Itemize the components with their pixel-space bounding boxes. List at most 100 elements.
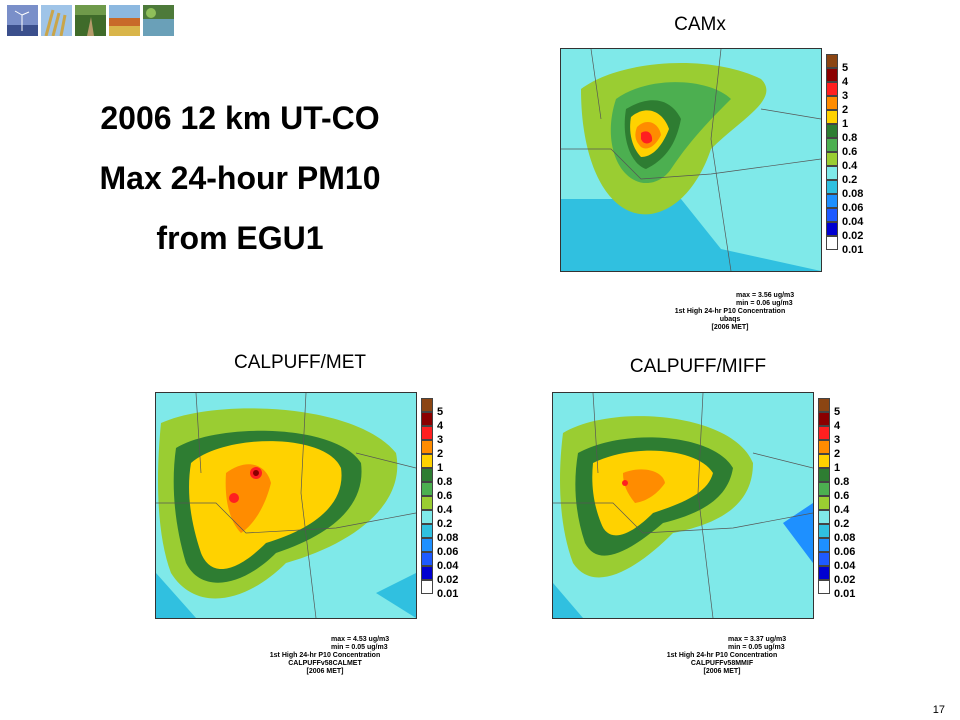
calpuff-met-title: CALPUFF/MET bbox=[234, 352, 366, 373]
calpuff-miff-legend-label-0: 5 bbox=[834, 406, 841, 418]
calpuff-miff-plume bbox=[553, 393, 813, 618]
camx-legend-swatch-1 bbox=[826, 68, 838, 82]
calpuff-met-legend-swatch-13 bbox=[421, 580, 433, 594]
calpuff-miff-legend-label-8: 0.2 bbox=[834, 518, 850, 530]
wind-turbines-thumb bbox=[7, 5, 38, 36]
camx-caption-2: ubaqs bbox=[719, 316, 741, 323]
calpuff-met-legend-label-9: 0.08 bbox=[437, 532, 459, 544]
calpuff-miff-legend-label-1: 4 bbox=[834, 420, 841, 432]
camx-caption-1: 1st High 24-hr P10 Concentration bbox=[674, 308, 786, 315]
calpuff-met-map bbox=[155, 392, 417, 619]
calpuff-miff-legend-swatch-1 bbox=[818, 412, 830, 426]
camx-legend-swatch-6 bbox=[826, 138, 838, 152]
camx-legend-label-5: 0.8 bbox=[842, 132, 858, 144]
calpuff-miff-legend-swatch-6 bbox=[818, 482, 830, 496]
calpuff-met-legend-label-11: 0.04 bbox=[437, 560, 459, 572]
calpuff-met-legend-swatch-2 bbox=[421, 426, 433, 440]
title-line-2: Max 24-hour PM10 bbox=[99, 160, 381, 196]
camx-plume bbox=[561, 49, 821, 271]
calpuff-met-legend-swatch-0 bbox=[421, 398, 433, 412]
calpuff-miff-legend-label-13: 0.01 bbox=[834, 588, 856, 600]
calpuff-miff-legend-swatch-5 bbox=[818, 468, 830, 482]
calpuff-miff-footer: max = 3.37 ug/m3 min = 0.05 ug/m3 1st Hi… bbox=[632, 636, 812, 676]
camx-legend-label-9: 0.08 bbox=[842, 188, 864, 200]
calpuff-met-legend-swatch-8 bbox=[421, 510, 433, 524]
calpuff-miff-legend-swatch-8 bbox=[818, 510, 830, 524]
calpuff-miff-legend-swatch-0 bbox=[818, 398, 830, 412]
camx-legend-label-1: 4 bbox=[842, 76, 849, 88]
camx-legend-swatch-5 bbox=[826, 124, 838, 138]
calpuff-miff-legend-label-6: 0.6 bbox=[834, 490, 850, 502]
lake-thumb bbox=[143, 5, 174, 36]
calpuff-miff-legend-swatch-2 bbox=[818, 426, 830, 440]
page-number: 17 bbox=[932, 704, 945, 716]
camx-legend-label-7: 0.4 bbox=[842, 160, 858, 172]
calpuff-met-legend-label-7: 0.4 bbox=[437, 504, 453, 516]
title-line-1: 2006 12 km UT-CO bbox=[100, 100, 380, 136]
calpuff-met-legend-label-12: 0.02 bbox=[437, 574, 459, 586]
calpuff-miff-legend-label-5: 0.8 bbox=[834, 476, 850, 488]
calpuff-met-legend-swatch-4 bbox=[421, 454, 433, 468]
camx-legend-label-8: 0.2 bbox=[842, 174, 858, 186]
calpuff-miff-legend-label-3: 2 bbox=[834, 448, 841, 460]
camx-legend-swatch-3 bbox=[826, 96, 838, 110]
calpuff-miff-legend-label-4: 1 bbox=[834, 462, 841, 474]
calpuff-miff-legend-label-11: 0.04 bbox=[834, 560, 856, 572]
calpuff-miff-legend-label-12: 0.02 bbox=[834, 574, 856, 586]
camx-legend-swatch-12 bbox=[826, 222, 838, 236]
calpuff-miff-legend-swatch-11 bbox=[818, 552, 830, 566]
calpuff-miff-title: CALPUFF/MIFF bbox=[629, 356, 767, 377]
camx-legend: 5 4 3 2 1 0.8 0.6 0.4 0.2 0.08 0.06 0.04 0.02 0.01 bbox=[826, 54, 866, 256]
camx-legend-label-10: 0.06 bbox=[842, 202, 864, 214]
calpuff-met-legend-swatch-5 bbox=[421, 468, 433, 482]
camx-legend-label-0: 5 bbox=[842, 62, 849, 74]
calpuff-met-legend-swatch-6 bbox=[421, 482, 433, 496]
calpuff-met-legend-label-10: 0.06 bbox=[437, 546, 459, 558]
calpuff-met-caption-3: [2006 MET] bbox=[306, 668, 344, 675]
calpuff-met-legend-swatch-12 bbox=[421, 566, 433, 580]
camx-legend-label-12: 0.02 bbox=[842, 230, 864, 242]
calpuff-met-caption-1: 1st High 24-hr P10 Concentration bbox=[269, 652, 381, 659]
calpuff-met-caption-2: CALPUFFv58CALMET bbox=[288, 660, 362, 667]
calpuff-miff-legend-swatch-7 bbox=[818, 496, 830, 510]
autumn-field-thumb bbox=[109, 5, 140, 36]
camx-legend-label-4: 1 bbox=[842, 118, 849, 130]
calpuff-miff-legend-label-9: 0.08 bbox=[834, 532, 856, 544]
camx-legend-swatch-7 bbox=[826, 152, 838, 166]
wheat-thumb bbox=[41, 5, 72, 36]
calpuff-met-legend-label-4: 1 bbox=[437, 462, 444, 474]
calpuff-met-legend-label-8: 0.2 bbox=[437, 518, 453, 530]
title-line-3: from EGU1 bbox=[156, 220, 324, 256]
calpuff-met-legend-swatch-7 bbox=[421, 496, 433, 510]
calpuff-met-legend-swatch-9 bbox=[421, 524, 433, 538]
calpuff-met-legend-swatch-11 bbox=[421, 552, 433, 566]
camx-legend-label-3: 2 bbox=[842, 104, 849, 116]
camx-legend-swatch-9 bbox=[826, 180, 838, 194]
calpuff-met-legend-label-0: 5 bbox=[437, 406, 444, 418]
calpuff-miff-legend-swatch-13 bbox=[818, 580, 830, 594]
calpuff-miff-legend-swatch-4 bbox=[818, 454, 830, 468]
camx-legend-label-6: 0.6 bbox=[842, 146, 858, 158]
calpuff-met-legend-swatch-3 bbox=[421, 440, 433, 454]
calpuff-met-legend-label-3: 2 bbox=[437, 448, 444, 460]
camx-legend-swatch-13 bbox=[826, 236, 838, 250]
calpuff-miff-caption-1: 1st High 24-hr P10 Concentration bbox=[666, 652, 778, 659]
calpuff-met-plume bbox=[156, 393, 416, 618]
camx-legend-label-13: 0.01 bbox=[842, 244, 864, 256]
camx-footer: max = 3.56 ug/m3 min = 0.06 ug/m3 1st Hi… bbox=[640, 292, 820, 332]
camx-max: max = 3.56 ug/m3 bbox=[736, 292, 795, 299]
calpuff-miff-legend-swatch-9 bbox=[818, 524, 830, 538]
camx-legend-swatch-10 bbox=[826, 194, 838, 208]
calpuff-met-footer: max = 4.53 ug/m3 min = 0.05 ug/m3 1st Hi… bbox=[235, 636, 415, 676]
camx-legend-swatch-4 bbox=[826, 110, 838, 124]
calpuff-miff-caption-2: CALPUFFv58MMIF bbox=[690, 660, 754, 667]
calpuff-miff-legend: 5 4 3 2 1 0.8 0.6 0.4 0.2 0.08 0.06 0.04 0.02 0.01 bbox=[818, 398, 858, 600]
camx-min: min = 0.06 ug/m3 bbox=[736, 300, 793, 307]
calpuff-met-min: min = 0.05 ug/m3 bbox=[331, 644, 388, 651]
calpuff-met-legend-label-13: 0.01 bbox=[437, 588, 459, 600]
calpuff-miff-legend-swatch-3 bbox=[818, 440, 830, 454]
camx-legend-label-11: 0.04 bbox=[842, 216, 864, 228]
calpuff-met-legend-label-5: 0.8 bbox=[437, 476, 453, 488]
camx-legend-swatch-8 bbox=[826, 166, 838, 180]
calpuff-miff-legend-label-7: 0.4 bbox=[834, 504, 850, 516]
